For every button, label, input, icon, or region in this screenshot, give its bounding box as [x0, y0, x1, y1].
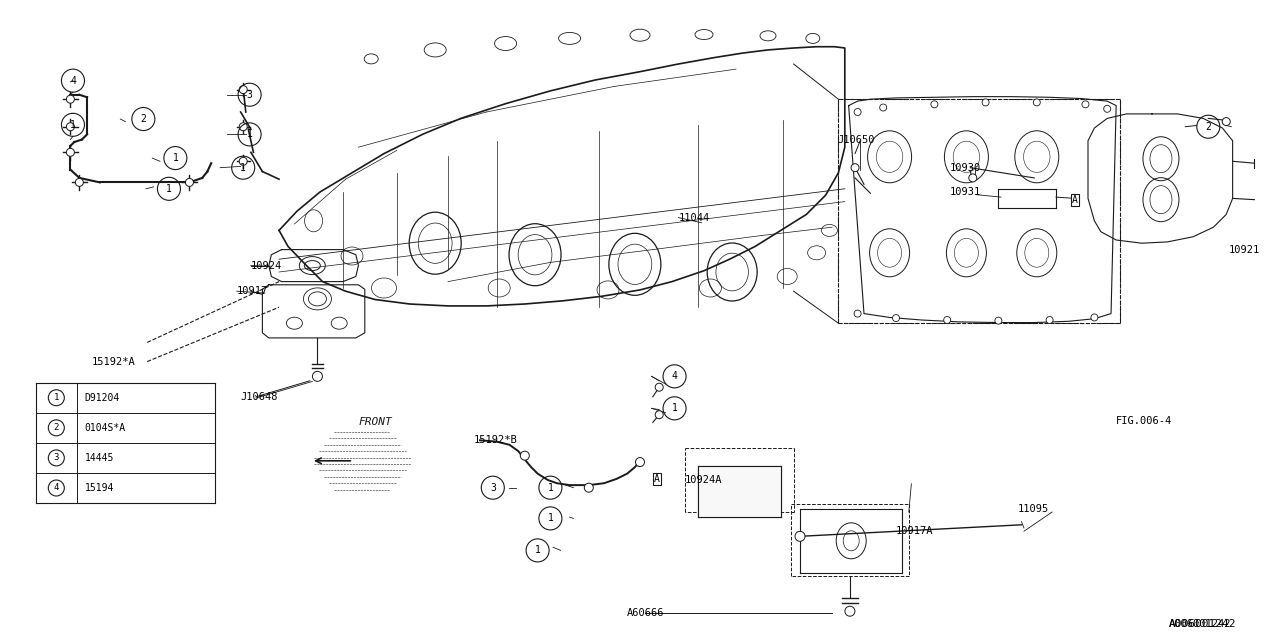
Text: 15192*A: 15192*A: [92, 356, 136, 367]
Circle shape: [851, 164, 859, 172]
Text: 1: 1: [166, 184, 172, 194]
Circle shape: [879, 104, 887, 111]
Circle shape: [635, 458, 645, 467]
Text: 11044: 11044: [678, 212, 709, 223]
Text: 3: 3: [490, 483, 495, 493]
Text: 1: 1: [241, 163, 246, 173]
Text: 4: 4: [54, 483, 59, 493]
Text: A: A: [654, 474, 659, 484]
Circle shape: [655, 383, 663, 391]
Circle shape: [943, 317, 951, 323]
Text: 1: 1: [54, 393, 59, 403]
Circle shape: [239, 123, 247, 131]
Text: D91204: D91204: [84, 393, 120, 403]
Text: 2: 2: [141, 114, 146, 124]
Text: A006001242: A006001242: [1169, 619, 1231, 629]
Circle shape: [892, 315, 900, 321]
Text: J10648: J10648: [241, 392, 278, 402]
Circle shape: [67, 95, 74, 103]
Text: 2: 2: [1206, 122, 1211, 132]
Text: 1: 1: [548, 513, 553, 524]
Text: 10917A: 10917A: [896, 526, 933, 536]
Circle shape: [1222, 118, 1230, 125]
Text: FRONT: FRONT: [358, 417, 392, 428]
Text: 10924: 10924: [251, 260, 282, 271]
Circle shape: [520, 451, 530, 460]
Circle shape: [76, 179, 83, 186]
Circle shape: [1046, 317, 1053, 323]
Text: A: A: [1073, 195, 1078, 205]
Text: 10930: 10930: [950, 163, 980, 173]
Circle shape: [239, 86, 247, 93]
Text: 4: 4: [672, 371, 677, 381]
Circle shape: [795, 531, 805, 541]
Circle shape: [1091, 314, 1098, 321]
Text: 15192*B: 15192*B: [474, 435, 517, 445]
Circle shape: [1082, 101, 1089, 108]
Text: 11095: 11095: [1018, 504, 1048, 515]
Circle shape: [655, 411, 663, 419]
Circle shape: [1103, 106, 1111, 112]
Text: 1: 1: [672, 403, 677, 413]
Text: 10924A: 10924A: [685, 475, 722, 485]
Text: 14445: 14445: [84, 453, 114, 463]
Circle shape: [312, 371, 323, 381]
Circle shape: [1033, 99, 1041, 106]
Text: FIG.006-4: FIG.006-4: [1116, 416, 1172, 426]
Text: 1: 1: [173, 153, 178, 163]
Text: 1: 1: [548, 483, 553, 493]
Circle shape: [186, 179, 193, 186]
Circle shape: [239, 157, 247, 165]
Text: A60666: A60666: [627, 608, 664, 618]
FancyBboxPatch shape: [698, 466, 781, 517]
Circle shape: [584, 483, 594, 492]
Circle shape: [854, 109, 861, 115]
Text: 10931: 10931: [950, 187, 980, 197]
Text: A006001242: A006001242: [1169, 619, 1236, 629]
Circle shape: [67, 123, 74, 131]
Text: 3: 3: [247, 90, 252, 100]
Text: 4: 4: [70, 76, 76, 86]
Text: J10650: J10650: [837, 134, 874, 145]
Circle shape: [995, 317, 1002, 324]
Text: 10917: 10917: [237, 286, 268, 296]
Text: 15194: 15194: [84, 483, 114, 493]
Circle shape: [969, 174, 977, 182]
Text: 2: 2: [54, 423, 59, 433]
Circle shape: [854, 310, 861, 317]
Circle shape: [67, 148, 74, 156]
Text: 0104S*A: 0104S*A: [84, 423, 125, 433]
Text: 3: 3: [54, 453, 59, 463]
Text: 1: 1: [70, 120, 76, 130]
Text: 10921: 10921: [1229, 244, 1260, 255]
Text: 1: 1: [247, 129, 252, 140]
Circle shape: [931, 101, 938, 108]
Circle shape: [982, 99, 989, 106]
Circle shape: [845, 606, 855, 616]
Text: 1: 1: [535, 545, 540, 556]
